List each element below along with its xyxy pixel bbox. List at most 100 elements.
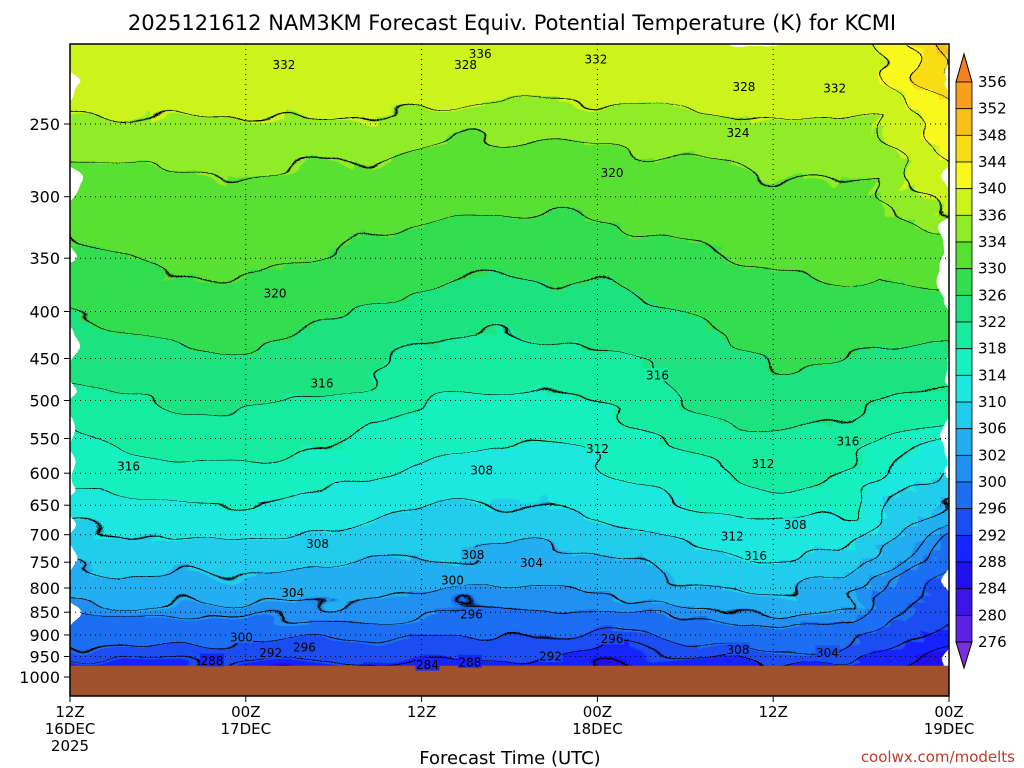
- contour-line: [70, 211, 949, 292]
- colorbar-tick-label: 348: [978, 126, 1007, 144]
- colorbar-tick-label: 352: [978, 100, 1007, 118]
- contour-label: 328: [453, 57, 478, 72]
- contour-label: 284: [415, 657, 440, 672]
- colorbar-tick-label: 314: [978, 366, 1007, 384]
- contour-label: 336: [468, 46, 493, 61]
- contour-label: 332: [822, 81, 847, 96]
- y-tick-label: 350: [29, 249, 60, 268]
- colorbar-swatch: [955, 561, 973, 590]
- contour-label: 320: [600, 165, 625, 180]
- contour-label: 316: [116, 459, 141, 474]
- colorbar-swatch: [955, 188, 973, 216]
- contour-line: [70, 329, 949, 434]
- contour-label: 320: [263, 286, 288, 301]
- x-tick-label: 12Z: [759, 703, 788, 721]
- colorbar-swatch: [955, 108, 973, 136]
- contour-label: 308: [469, 463, 494, 478]
- contour-label: 312: [750, 456, 775, 471]
- colorbar-swatch: [955, 374, 973, 403]
- colorbar-tick-label: 306: [978, 420, 1007, 438]
- colorbar-tick-label: 284: [978, 580, 1007, 598]
- y-tick-label: 300: [29, 188, 60, 207]
- colorbar-tick-label: 322: [978, 313, 1007, 331]
- contour-label: 308: [726, 642, 750, 657]
- temperature-bands: [70, 44, 949, 678]
- x-tick-label: 17DEC: [221, 720, 272, 738]
- contour-line: [70, 271, 949, 364]
- x-tick-label: 2025: [51, 737, 89, 755]
- x-axis-label: Forecast Time (UTC): [419, 748, 600, 768]
- contour-label: 300: [229, 630, 254, 645]
- x-tick-label: 00Z: [231, 703, 260, 721]
- colorbar-tick-label: 276: [978, 633, 1007, 651]
- contour-line: [883, 44, 949, 163]
- contour-line: [70, 142, 949, 240]
- contour-label: 304: [519, 555, 544, 570]
- colorbar-swatch: [955, 428, 973, 456]
- contour-line: [70, 493, 949, 590]
- contour-labels: 336 332 328 332 328 332 324 320 320 316 316 316 312 3…: [116, 46, 860, 672]
- colorbar-swatch: [955, 534, 973, 563]
- y-tick-label: 650: [29, 496, 60, 515]
- contour-label: 308: [460, 547, 485, 562]
- y-tick-label: 700: [29, 526, 60, 545]
- x-tick-label: 16DEC: [45, 720, 96, 738]
- contour-label: 308: [305, 536, 330, 551]
- colorbar-swatch: [955, 508, 973, 536]
- colorbar-tick-label: 310: [978, 393, 1007, 411]
- x-tick-label: 12Z: [55, 703, 84, 721]
- colorbar-tick-label: 326: [978, 286, 1007, 304]
- colorbar-tick-label: 340: [978, 180, 1007, 198]
- contour-line: [70, 101, 949, 214]
- contour-line: [70, 534, 949, 627]
- contour-line: [70, 568, 949, 648]
- contour-lines: [70, 44, 949, 678]
- credit-text: coolwx.com/modelts: [861, 748, 1015, 766]
- colorbar-tick-label: 280: [978, 606, 1007, 624]
- y-tick-label: 550: [29, 430, 60, 449]
- colorbar-arrow-top: [955, 52, 973, 83]
- colorbar-swatch: [955, 161, 973, 190]
- contour-line: [70, 468, 949, 562]
- colorbar-tick-label: 318: [978, 340, 1007, 358]
- contour-label: 300: [440, 572, 465, 587]
- y-tick-label: 900: [29, 626, 60, 645]
- contour-label: 296: [600, 631, 625, 646]
- y-tick-label: 450: [29, 350, 60, 369]
- colorbar-tick-label: 334: [978, 233, 1007, 251]
- y-axis: 250 300 350 400 450 500 550 600 650 700 750 800 850 9…: [19, 115, 70, 687]
- colorbar-swatch: [955, 481, 973, 510]
- colorbar-swatch: [955, 241, 973, 270]
- colorbar-tick-label: 356: [978, 73, 1007, 91]
- y-tick-label: 800: [29, 579, 60, 598]
- y-tick-label: 600: [29, 464, 60, 483]
- contour-label: 296: [292, 640, 317, 655]
- colorbar-swatch: [955, 321, 973, 350]
- colorbar-tick-label: 330: [978, 260, 1007, 278]
- contour-label: 328: [731, 79, 756, 94]
- colorbar-swatch: [955, 134, 973, 163]
- contour-label: 316: [743, 548, 768, 563]
- colorbar-swatch: [955, 401, 973, 430]
- plot-area: 336 332 328 332 328 332 324 320 320 316 316 316 312 3…: [70, 44, 949, 696]
- contour-label: 296: [459, 607, 484, 622]
- colorbar: 356 352 348 344 340 336 334 330 326 322 318 314 310 3…: [955, 52, 1007, 670]
- contour-line: [934, 44, 949, 69]
- y-tick-label: 950: [29, 648, 60, 667]
- contour-label: 288: [457, 654, 482, 669]
- y-tick-label: 400: [29, 303, 60, 322]
- colorbar-arrow-bottom: [955, 641, 973, 670]
- contour-label: 324: [726, 125, 750, 140]
- contour-label: 332: [583, 52, 608, 67]
- contour-label: 304: [280, 585, 305, 600]
- colorbar-swatch: [955, 268, 973, 296]
- x-tick-label: 18DEC: [572, 720, 623, 738]
- contour-label: 316: [645, 367, 670, 382]
- colorbar-swatch: [955, 348, 973, 376]
- y-tick-label: 500: [29, 392, 60, 411]
- colorbar-tick-label: 296: [978, 500, 1007, 518]
- y-tick-label: 250: [29, 115, 60, 134]
- colorbar-tick-label: 344: [978, 153, 1007, 171]
